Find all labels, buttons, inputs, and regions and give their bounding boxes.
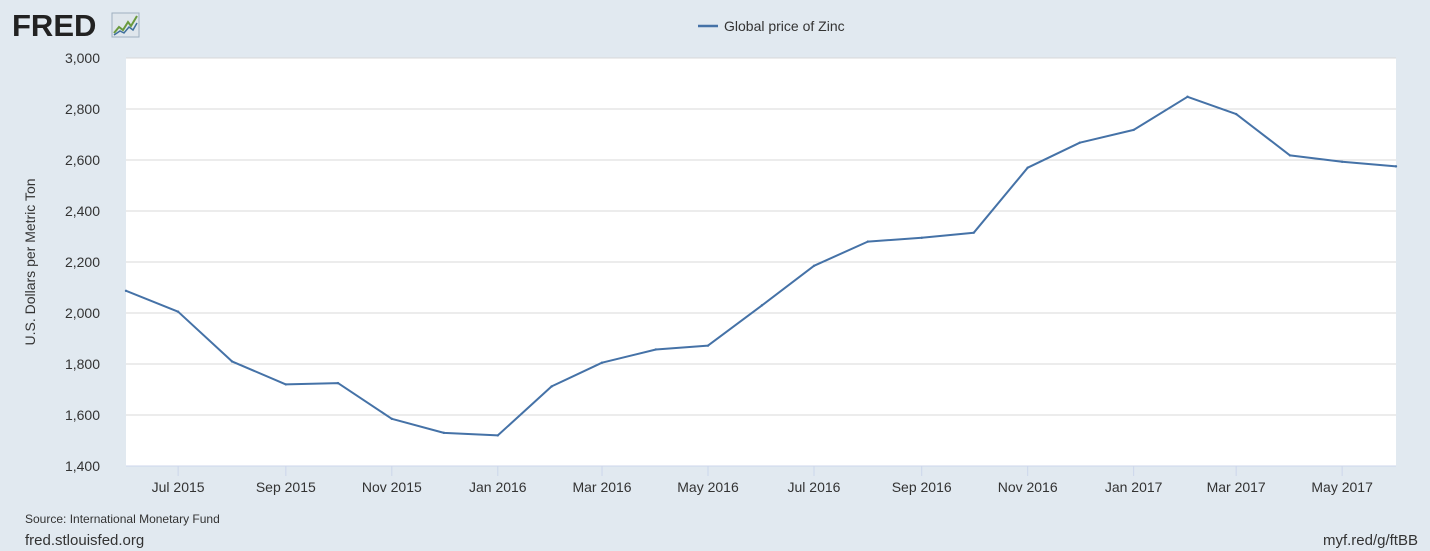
gridlines [126, 57, 1396, 467]
short-url-link[interactable]: myf.red/g/ftBB [1323, 532, 1418, 549]
x-tick-label: May 2016 [677, 479, 739, 495]
data-point[interactable] [230, 360, 234, 363]
y-axis: 1,400 1,600 1,800 2,000 2,200 2,400 2,600 2,800… [65, 50, 100, 474]
data-point[interactable] [336, 381, 340, 385]
x-tick-label: Jul 2015 [152, 479, 205, 495]
data-point[interactable] [124, 289, 128, 293]
y-tick-label: 1,800 [65, 356, 100, 372]
y-axis-title: U.S. Dollars per Metric Ton [22, 178, 38, 345]
data-point[interactable] [1186, 95, 1189, 98]
data-point[interactable] [550, 385, 553, 388]
data-point[interactable] [1026, 166, 1029, 169]
x-tick-label: Jan 2016 [469, 479, 527, 495]
y-tick-label: 2,000 [65, 305, 100, 321]
y-tick-label: 3,000 [65, 50, 100, 66]
data-point[interactable] [1078, 141, 1082, 144]
data-point[interactable] [654, 348, 658, 351]
data-point[interactable] [496, 434, 499, 437]
data-point[interactable] [812, 264, 816, 268]
data-point[interactable] [920, 236, 923, 239]
data-point[interactable] [760, 304, 764, 307]
x-tick-label: Nov 2015 [362, 479, 422, 495]
x-tick-label: Nov 2016 [998, 479, 1058, 495]
data-point[interactable] [1234, 112, 1238, 116]
x-tick-label: Jul 2016 [788, 479, 841, 495]
y-tick-label: 1,600 [65, 407, 100, 423]
data-point[interactable] [1340, 160, 1344, 163]
source-note: Source: International Monetary Fund [25, 512, 220, 526]
x-tick-label: Sep 2016 [892, 479, 952, 495]
series-group [124, 95, 1398, 437]
legend[interactable]: Global price of Zinc [698, 18, 845, 34]
data-point[interactable] [1288, 154, 1292, 157]
y-tick-label: 2,600 [65, 152, 100, 168]
legend-label: Global price of Zinc [724, 18, 845, 34]
fred-logo[interactable]: FRED [12, 8, 140, 43]
fred-logo-text: FRED [12, 8, 96, 43]
y-tick-label: 2,400 [65, 203, 100, 219]
y-tick-label: 2,800 [65, 101, 100, 117]
data-point[interactable] [1132, 128, 1135, 132]
data-point[interactable] [972, 231, 976, 234]
data-point[interactable] [600, 361, 604, 364]
data-point[interactable] [176, 310, 180, 313]
x-axis: Jul 2015 Sep 2015 Nov 2015 Jan 2016 Mar 2016… [126, 465, 1396, 495]
data-point[interactable] [1394, 165, 1398, 168]
trend-chart-icon [111, 12, 140, 38]
y-tick-label: 2,200 [65, 254, 100, 270]
data-point[interactable] [866, 240, 870, 243]
x-tick-label: Jan 2017 [1105, 479, 1163, 495]
x-tick-label: Sep 2015 [256, 479, 316, 495]
y-tick-label: 1,400 [65, 458, 100, 474]
data-point[interactable] [442, 431, 446, 435]
x-tick-label: Mar 2016 [572, 479, 631, 495]
data-point[interactable] [706, 344, 710, 347]
x-tick-label: May 2017 [1311, 479, 1373, 495]
data-point[interactable] [390, 417, 394, 421]
x-tick-label: Mar 2017 [1207, 479, 1266, 495]
site-link[interactable]: fred.stlouisfed.org [25, 532, 144, 549]
data-point[interactable] [284, 383, 288, 386]
